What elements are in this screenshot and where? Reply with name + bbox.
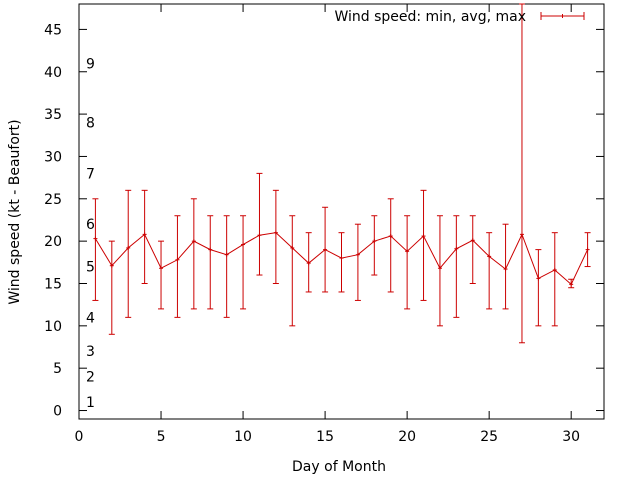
beaufort-label: 2	[86, 370, 95, 386]
beaufort-label: 9	[86, 56, 95, 72]
x-tick-label: 20	[398, 429, 416, 445]
beaufort-label: 8	[86, 116, 95, 132]
x-tick-label: 10	[234, 429, 252, 445]
beaufort-scale: 1 2 3 4 5 6 7 8 9	[86, 56, 95, 411]
beaufort-label: 6	[86, 217, 95, 233]
x-tick-label: 5	[157, 429, 166, 445]
plot-frame	[78, 3, 605, 420]
legend-label: Wind speed: min, avg, max	[334, 9, 526, 25]
x-tick-label: 0	[75, 429, 84, 445]
y-tick-label: 40	[44, 65, 62, 81]
wind-series	[92, 3, 591, 344]
beaufort-label: 1	[86, 395, 95, 411]
y-tick-label: 45	[44, 22, 62, 38]
x-tick-label: 25	[480, 429, 498, 445]
y-tick-label: 20	[44, 234, 62, 250]
beaufort-label: 5	[86, 260, 95, 276]
x-axis: 0 5 10 15 20 25 30	[75, 4, 580, 445]
y-tick-label: 5	[53, 361, 62, 377]
y-tick-label: 25	[44, 192, 62, 208]
x-axis-title: Day of Month	[292, 459, 386, 475]
x-tick-label: 15	[316, 429, 334, 445]
beaufort-label: 7	[86, 166, 95, 182]
y-tick-label: 15	[44, 276, 62, 292]
beaufort-label: 4	[86, 310, 95, 326]
y-axis-title: Wind speed (kt - Beaufort)	[7, 119, 23, 304]
y-tick-label: 30	[44, 149, 62, 165]
x-tick-label: 30	[562, 429, 580, 445]
y-tick-label: 0	[53, 404, 62, 420]
y-tick-label: 35	[44, 107, 62, 123]
legend: Wind speed: min, avg, max	[334, 9, 585, 25]
y-tick-label: 10	[44, 319, 62, 335]
beaufort-label: 3	[86, 344, 95, 360]
